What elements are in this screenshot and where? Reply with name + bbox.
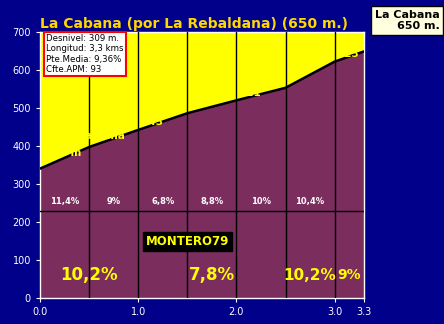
Text: La Rebaldana: La Rebaldana (45, 131, 125, 141)
Text: 11,4%: 11,4% (50, 197, 79, 206)
Text: 6,8%: 6,8% (151, 197, 174, 206)
Text: 10%: 10% (251, 197, 271, 206)
Text: 10,2%: 10,2% (284, 268, 337, 283)
Text: Desnivel: 309 m.
Longitud: 3,3 kms
Pte.Media: 9,36%
Cfte.APM: 93: Desnivel: 309 m. Longitud: 3,3 kms Pte.M… (47, 34, 124, 74)
Text: 341 m: 341 m (45, 148, 81, 158)
Text: 623: 623 (337, 49, 359, 59)
Text: 7,8%: 7,8% (189, 266, 235, 284)
Text: MONTERO79: MONTERO79 (146, 235, 229, 248)
Text: La Cabana (por La Rebaldana) (650 m.): La Cabana (por La Rebaldana) (650 m.) (40, 17, 348, 31)
Text: La Cabana
650 m.: La Cabana 650 m. (375, 10, 440, 31)
Text: 10,2%: 10,2% (60, 266, 118, 284)
Text: 443: 443 (141, 117, 163, 127)
Text: 8,8%: 8,8% (200, 197, 223, 206)
Text: 9%: 9% (337, 268, 361, 282)
Text: 521: 521 (239, 88, 261, 98)
Text: 10,4%: 10,4% (296, 197, 325, 206)
Text: 9%: 9% (107, 197, 121, 206)
